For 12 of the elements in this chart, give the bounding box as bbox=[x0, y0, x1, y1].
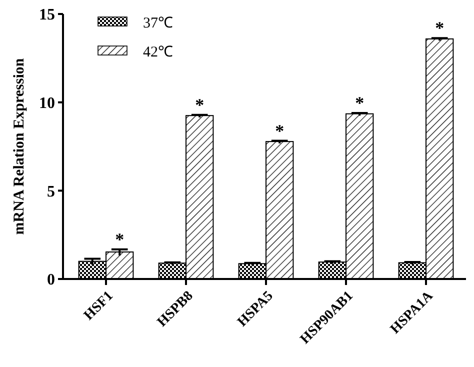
y-tick-label: 10 bbox=[39, 94, 55, 112]
annotation: * bbox=[435, 18, 444, 38]
annotation: * bbox=[275, 120, 284, 141]
y-tick-label: 0 bbox=[47, 272, 55, 289]
y-tick-label: 5 bbox=[47, 183, 55, 200]
y-tick-label: 15 bbox=[39, 6, 55, 24]
annotation: * bbox=[195, 94, 204, 115]
legend-label: 42℃ bbox=[143, 44, 173, 60]
legend-label: 37℃ bbox=[143, 15, 173, 32]
annotation: * bbox=[355, 93, 364, 114]
annotation: * bbox=[115, 229, 124, 250]
y-axis-title: mRNA Relation Expression bbox=[11, 58, 28, 235]
